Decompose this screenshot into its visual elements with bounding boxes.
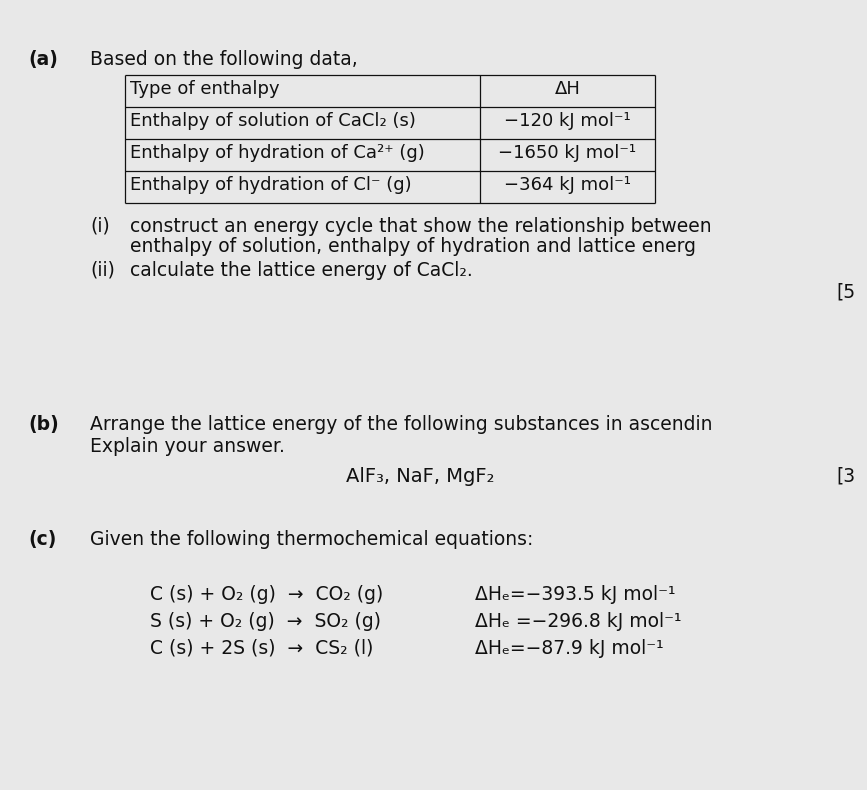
Text: S (s) + O₂ (g)  →  SO₂ (g): S (s) + O₂ (g) → SO₂ (g): [150, 612, 381, 631]
Text: (ii): (ii): [90, 261, 114, 280]
Text: −364 kJ mol⁻¹: −364 kJ mol⁻¹: [504, 176, 631, 194]
Text: C (s) + O₂ (g)  →  CO₂ (g): C (s) + O₂ (g) → CO₂ (g): [150, 585, 383, 604]
Text: Based on the following data,: Based on the following data,: [90, 50, 358, 69]
Text: Arrange the lattice energy of the following substances in ascendin: Arrange the lattice energy of the follow…: [90, 415, 713, 434]
Text: Enthalpy of solution of CaCl₂ (s): Enthalpy of solution of CaCl₂ (s): [130, 112, 416, 130]
Text: ΔH: ΔH: [555, 80, 580, 98]
Text: construct an energy cycle that show the relationship between: construct an energy cycle that show the …: [130, 217, 712, 236]
Text: (c): (c): [28, 530, 56, 549]
Text: [3: [3: [836, 467, 855, 486]
Text: AlF₃, NaF, MgF₂: AlF₃, NaF, MgF₂: [346, 467, 494, 486]
Text: −120 kJ mol⁻¹: −120 kJ mol⁻¹: [504, 112, 631, 130]
Text: ΔHₑ=−87.9 kJ mol⁻¹: ΔHₑ=−87.9 kJ mol⁻¹: [475, 639, 663, 658]
Text: [5: [5: [836, 283, 855, 302]
Text: −1650 kJ mol⁻¹: −1650 kJ mol⁻¹: [499, 144, 636, 162]
Text: Type of enthalpy: Type of enthalpy: [130, 80, 280, 98]
Text: ΔHₑ=−393.5 kJ mol⁻¹: ΔHₑ=−393.5 kJ mol⁻¹: [475, 585, 675, 604]
Text: ΔHₑ =−296.8 kJ mol⁻¹: ΔHₑ =−296.8 kJ mol⁻¹: [475, 612, 681, 631]
Text: Explain your answer.: Explain your answer.: [90, 437, 285, 456]
Text: (i): (i): [90, 217, 110, 236]
Text: enthalpy of solution, enthalpy of hydration and lattice energ: enthalpy of solution, enthalpy of hydrat…: [130, 237, 696, 256]
Text: Enthalpy of hydration of Ca²⁺ (g): Enthalpy of hydration of Ca²⁺ (g): [130, 144, 425, 162]
Text: (a): (a): [28, 50, 58, 69]
Text: calculate the lattice energy of CaCl₂.: calculate the lattice energy of CaCl₂.: [130, 261, 473, 280]
Text: C (s) + 2S (s)  →  CS₂ (l): C (s) + 2S (s) → CS₂ (l): [150, 639, 374, 658]
Text: (b): (b): [28, 415, 59, 434]
Text: Enthalpy of hydration of Cl⁻ (g): Enthalpy of hydration of Cl⁻ (g): [130, 176, 412, 194]
Text: Given the following thermochemical equations:: Given the following thermochemical equat…: [90, 530, 533, 549]
